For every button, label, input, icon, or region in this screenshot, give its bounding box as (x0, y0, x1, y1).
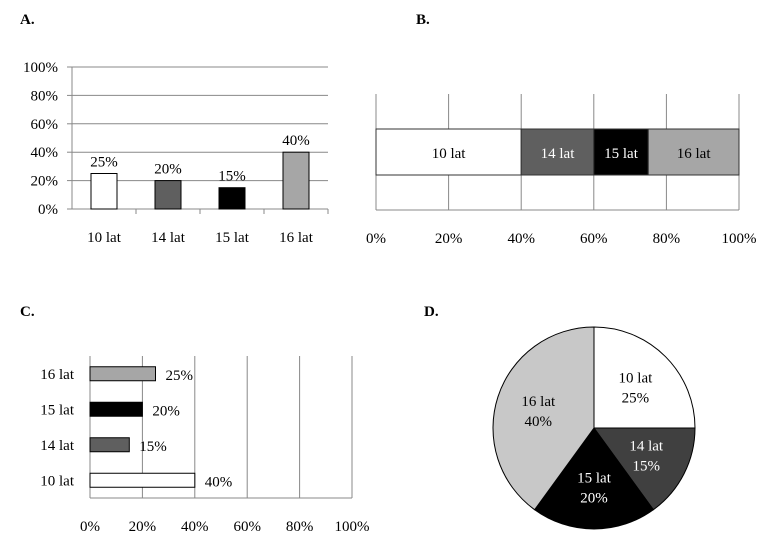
panel-label-c: C. (20, 304, 35, 320)
panel-c: C. 0% 20% 40% 60% 80% 100% 16 lat 25% 15 lat 20% 14… (20, 304, 370, 535)
data-label-c-15-lat: 20% (152, 403, 180, 419)
segment-b-10-lat (375, 128, 522, 176)
x-tick-label-a-15-lat: 15 lat (215, 230, 250, 246)
bar-c-14-lat (89, 437, 130, 453)
bar-c-15-lat (89, 401, 143, 417)
x-tick-label-c-4: 80% (286, 519, 314, 535)
pie-label-16-lat: 16 lat (521, 394, 556, 410)
data-label-a-10-lat: 25% (90, 155, 118, 171)
pie-label-15-lat: 15 lat (577, 471, 612, 487)
y-tick-label-c-10-lat: 10 lat (40, 473, 75, 489)
panel-d: D. 10 lat 25% 14 lat 15% 15 lat 20% 16 lat 40% (424, 304, 696, 530)
x-tick-label-c-1: 20% (129, 519, 157, 535)
bar-c-16-lat (89, 366, 156, 382)
panel-label-b: B. (416, 12, 430, 28)
bar-c-10-lat (89, 472, 196, 488)
y-tick-label-a-4: 80% (31, 88, 59, 104)
pie-label-10-lat: 10 lat (619, 371, 654, 387)
segment-label-b-10-lat: 10 lat (432, 146, 467, 162)
bar-a-16-lat (282, 151, 310, 210)
data-label-a-16-lat: 40% (282, 133, 310, 149)
x-tick-label-b-1: 20% (435, 231, 463, 247)
y-tick-label-a-5: 100% (23, 60, 58, 76)
panel-b: B. 0% 20% 40% 60% 80% 100% 10 lat 14 lat 15 lat 16… (366, 12, 757, 247)
panel-label-d: D. (424, 304, 439, 320)
x-tick-label-c-5: 100% (335, 519, 370, 535)
segment-label-b-16-lat: 16 lat (677, 146, 712, 162)
pie-slice-15-lat (533, 427, 655, 530)
x-tick-label-b-0: 0% (366, 231, 386, 247)
y-tick-label-a-2: 40% (31, 145, 59, 161)
y-tick-label-a-1: 20% (31, 174, 59, 190)
segment-label-b-14-lat: 14 lat (541, 146, 576, 162)
segment-label-b-15-lat: 15 lat (604, 146, 639, 162)
y-tick-label-a-0: 0% (38, 202, 58, 218)
data-label-c-14-lat: 15% (139, 439, 167, 455)
x-tick-label-c-3: 60% (233, 519, 261, 535)
bar-a-14-lat (154, 180, 182, 210)
data-label-a-15-lat: 15% (218, 169, 246, 185)
y-tick-label-c-16-lat: 16 lat (40, 367, 75, 383)
panel-a: A. 0% 20% 40% 60% 80% 100% 25% 10 lat 20% 14 lat 15… (20, 12, 329, 246)
segment-b-15-lat (593, 128, 649, 176)
x-tick-label-b-2: 40% (507, 231, 535, 247)
data-label-c-16-lat: 25% (166, 368, 194, 384)
pie-label-14-lat: 14 lat (629, 439, 664, 455)
x-tick-label-c-0: 0% (80, 519, 100, 535)
panel-label-a: A. (20, 12, 35, 28)
pie-slice-10-lat (593, 326, 696, 429)
pie-slice-16-lat (492, 326, 595, 511)
bar-a-15-lat (218, 187, 246, 210)
x-tick-label-b-5: 100% (722, 231, 757, 247)
data-label-c-10-lat: 40% (205, 474, 233, 490)
x-tick-label-c-2: 40% (181, 519, 209, 535)
bar-a-10-lat (90, 173, 118, 210)
pie-value-10-lat: 25% (622, 391, 650, 407)
pie-value-15-lat: 20% (580, 491, 608, 507)
x-tick-label-b-3: 60% (580, 231, 608, 247)
segment-b-16-lat (647, 128, 740, 176)
y-tick-label-a-3: 60% (31, 117, 59, 133)
y-tick-label-c-15-lat: 15 lat (40, 402, 75, 418)
pie-value-16-lat: 40% (525, 414, 553, 430)
y-tick-label-c-14-lat: 14 lat (40, 438, 75, 454)
x-tick-label-b-4: 80% (653, 231, 681, 247)
pie-slice-14-lat (593, 427, 696, 511)
x-tick-label-a-16-lat: 16 lat (279, 230, 314, 246)
x-tick-label-a-14-lat: 14 lat (151, 230, 186, 246)
data-label-a-14-lat: 20% (154, 162, 182, 178)
x-tick-label-a-10-lat: 10 lat (87, 230, 122, 246)
segment-b-14-lat (520, 128, 595, 176)
pie-value-14-lat: 15% (632, 459, 660, 475)
